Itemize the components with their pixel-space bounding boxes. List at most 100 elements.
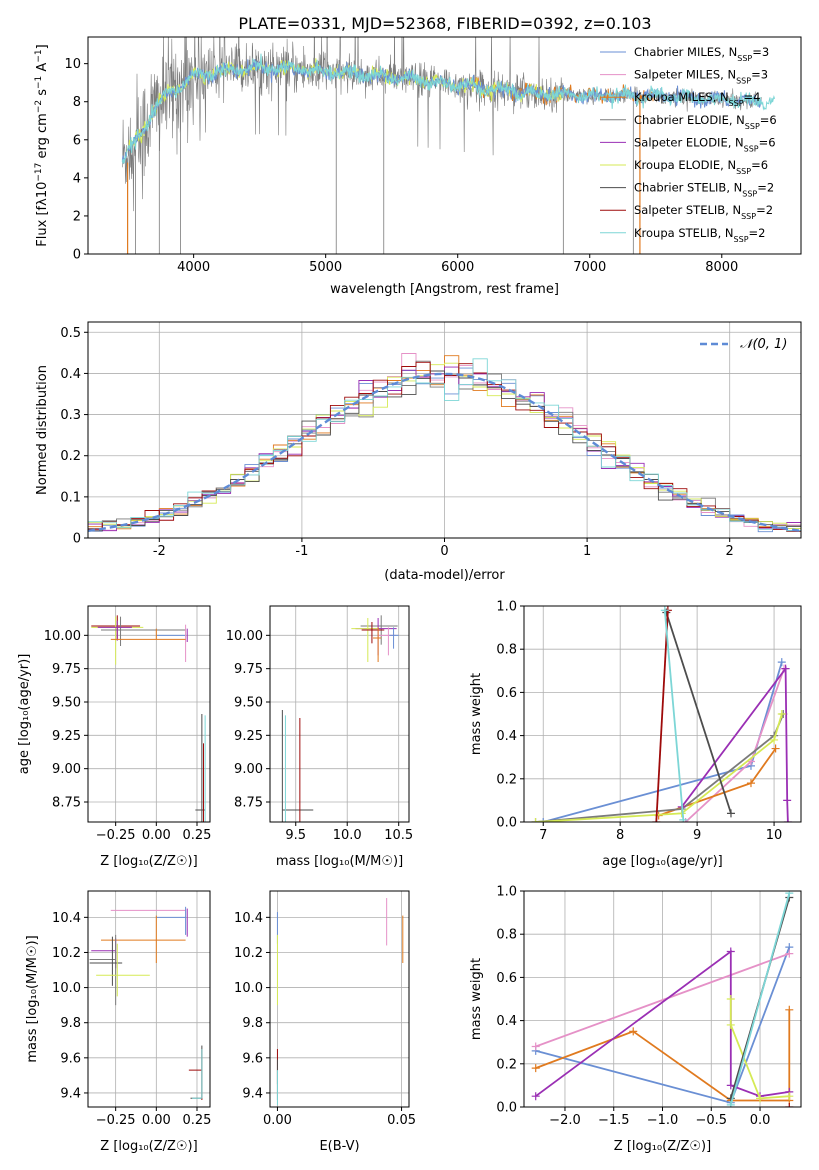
x-tick-label: −0.5 bbox=[695, 1113, 727, 1128]
y-tick-label: 9.00 bbox=[52, 762, 81, 777]
residual-histogram bbox=[88, 358, 801, 532]
x-tick-label: −1.5 bbox=[598, 1113, 630, 1128]
mass_vs_EBV-plot-area bbox=[276, 898, 404, 1106]
y-tick-label: 9.75 bbox=[52, 662, 81, 677]
legend-entry: Chabrier MILES, NSSP=3 bbox=[634, 45, 769, 63]
weight-point bbox=[660, 606, 669, 615]
legend-entry: Salpeter ELODIE, NSSP=6 bbox=[634, 135, 776, 153]
weight-point bbox=[726, 995, 735, 1003]
panel-residuals: -2 -1 0 1 2 0 0.1 0.2 0.3 0.4 0.5 (data-model)/erro… bbox=[35, 321, 802, 583]
x-tick-label: -2 bbox=[153, 544, 166, 559]
axes-frame bbox=[269, 890, 410, 1108]
weight-point bbox=[662, 608, 671, 617]
axes-frame bbox=[269, 605, 410, 823]
weight-point bbox=[531, 1064, 540, 1073]
weight-point bbox=[785, 1092, 794, 1101]
weight-point bbox=[781, 664, 790, 673]
x-tick-label: −2.0 bbox=[549, 1113, 581, 1128]
y-tick-label: 10.4 bbox=[52, 911, 81, 926]
panel-weight_vs_Z: −2.0 −1.5 −1.0 −0.5 0.0 0.0 0.2 0.4 0.6 0.8 1.0 Z [… bbox=[469, 885, 802, 1154]
y-tick-label: 10.00 bbox=[44, 629, 81, 644]
weight-point bbox=[679, 815, 688, 822]
x-tick-label: 0 bbox=[440, 544, 448, 559]
weight-point bbox=[652, 818, 661, 822]
x-tick-label: 7000 bbox=[573, 260, 606, 275]
y-tick-label: 9.50 bbox=[52, 696, 81, 711]
y-tick-label: 0.4 bbox=[496, 1014, 517, 1029]
figure-title: PLATE=0331, MJD=52368, FIBERID=0392, z=0… bbox=[238, 14, 651, 33]
y-tick-label: 4 bbox=[73, 171, 81, 186]
y-axis-label: mass weight bbox=[469, 958, 484, 1040]
weight-line bbox=[535, 952, 790, 1048]
age_vs_Z-plot-area bbox=[91, 615, 206, 822]
x-axis-label: Z [log₁₀(Z/Z☉)] bbox=[100, 1139, 197, 1154]
legend-entry: Chabrier ELODIE, NSSP=6 bbox=[634, 113, 777, 131]
y-tick-label: 10.0 bbox=[52, 981, 81, 996]
y-tick-label: 0.2 bbox=[496, 772, 517, 787]
weight-point bbox=[726, 1081, 735, 1090]
weight_vs_Z-plot-area bbox=[531, 891, 794, 1107]
x-tick-label: 5000 bbox=[309, 260, 342, 275]
x-tick-label: 0.25 bbox=[183, 828, 212, 843]
y-tick-label: 0.4 bbox=[496, 729, 517, 744]
x-axis-label: mass [log₁₀(M/M☉)] bbox=[276, 854, 403, 869]
x-tick-label: 2 bbox=[726, 544, 734, 559]
y-tick-label: 0 bbox=[73, 532, 81, 547]
weight-point bbox=[726, 1100, 735, 1107]
panel-spectrum: 4000 5000 6000 7000 8000 0 2 4 6 8 10 wavelength [A… bbox=[34, 36, 802, 297]
x-axis-label: E(B-V) bbox=[319, 1139, 359, 1154]
weight-point bbox=[785, 1103, 794, 1107]
legend-entry: 𝒩(0, 1) bbox=[740, 337, 787, 352]
weight-line bbox=[663, 610, 685, 820]
y-tick-label: 9.00 bbox=[234, 762, 263, 777]
weight-point bbox=[785, 1005, 794, 1014]
y-tick-label: 1.0 bbox=[496, 600, 517, 615]
x-tick-label: 0.00 bbox=[142, 1113, 171, 1128]
weight-point bbox=[746, 779, 755, 788]
y-tick-label: 0.0 bbox=[496, 816, 517, 831]
x-tick-label: 9.5 bbox=[285, 828, 306, 843]
axes-frame bbox=[87, 890, 211, 1108]
x-tick-label: 10.5 bbox=[384, 828, 413, 843]
y-tick-label: 0.3 bbox=[60, 408, 81, 423]
x-axis-label: Z [log₁₀(Z/Z☉)] bbox=[614, 1139, 711, 1154]
x-tick-label: -1 bbox=[295, 544, 308, 559]
axes-frame bbox=[523, 605, 802, 823]
y-tick-label: 0.2 bbox=[496, 1057, 517, 1072]
y-tick-label: 0.5 bbox=[60, 326, 81, 341]
y-tick-label: 0.0 bbox=[496, 1101, 517, 1116]
x-tick-label: 10.0 bbox=[333, 828, 362, 843]
x-tick-label: 9 bbox=[693, 828, 701, 843]
y-tick-label: 10.2 bbox=[52, 946, 81, 961]
x-tick-label: 7 bbox=[539, 828, 547, 843]
y-tick-label: 10.4 bbox=[234, 911, 263, 926]
legend-entry: Kroupa MILES, NSSP=4 bbox=[634, 90, 760, 108]
weight-point bbox=[531, 1042, 540, 1051]
panel-mass_vs_Z: −0.25 0.00 0.25 9.4 9.6 9.8 10.0 10.2 10.4 Z [log… bbox=[25, 890, 212, 1154]
x-tick-label: 8000 bbox=[705, 260, 738, 275]
y-tick-label: 9.8 bbox=[60, 1016, 81, 1031]
y-tick-label: 1.0 bbox=[496, 885, 517, 900]
legend-entry: Salpeter MILES, NSSP=3 bbox=[634, 68, 768, 86]
x-tick-label: 6000 bbox=[441, 260, 474, 275]
legend-entry: Kroupa ELODIE, NSSP=6 bbox=[634, 158, 768, 176]
panel-age_vs_mass: 9.5 10.0 10.5 8.75 9.00 9.25 9.50 9.75 10.00 mass… bbox=[226, 605, 413, 869]
residual-histogram bbox=[88, 362, 801, 529]
age_vs_mass-plot-area bbox=[279, 615, 399, 822]
weight-point bbox=[726, 947, 735, 956]
weight-point bbox=[783, 796, 792, 805]
weight-point bbox=[726, 1020, 735, 1029]
y-axis-label: mass [log₁₀(M/M☉)] bbox=[25, 935, 40, 1062]
weight-line bbox=[680, 665, 789, 822]
x-tick-label: 0.25 bbox=[183, 1113, 212, 1128]
y-tick-label: 9.25 bbox=[234, 729, 263, 744]
legend-entry: Chabrier STELIB, NSSP=2 bbox=[634, 181, 774, 199]
weight-point bbox=[756, 1094, 765, 1103]
weight-point bbox=[783, 818, 792, 822]
x-tick-label: 1 bbox=[583, 544, 591, 559]
axes-frame bbox=[87, 36, 802, 255]
y-axis-label: mass weight bbox=[469, 673, 484, 755]
residual-histogram bbox=[88, 361, 801, 532]
x-tick-label: 8 bbox=[616, 828, 624, 843]
y-tick-label: 0.8 bbox=[496, 643, 517, 658]
